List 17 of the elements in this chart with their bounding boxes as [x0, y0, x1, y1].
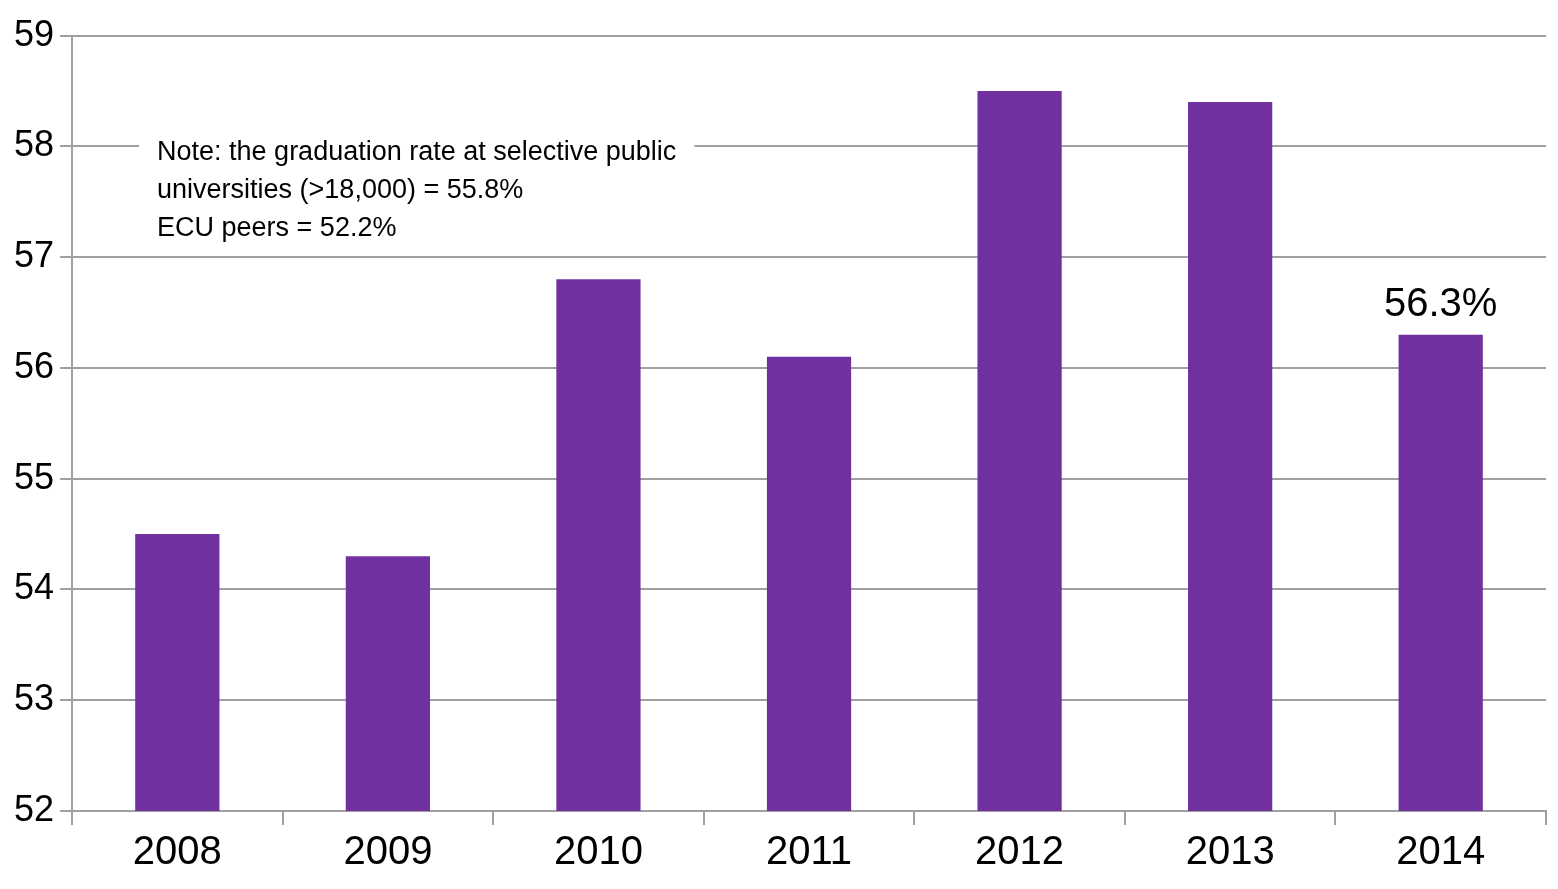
- y-tick-label: 57: [14, 234, 55, 276]
- x-tick-label: 2011: [766, 828, 853, 873]
- y-tick-label: 52: [14, 787, 55, 829]
- y-tick-label: 55: [14, 455, 55, 497]
- data-label: 56.3%: [1384, 279, 1498, 324]
- y-tick-label: 58: [14, 123, 55, 165]
- annotation: Note: the graduation rate at selective public universities (>18,000) = 55.8% ECU peers = 52.2%: [157, 136, 677, 243]
- x-tick-label: 2009: [343, 828, 433, 873]
- x-tick-label: 2014: [1396, 828, 1486, 873]
- x-tick-label: 2010: [553, 828, 643, 873]
- y-tick-label: 56: [14, 344, 55, 386]
- x-tick-label: 2013: [1185, 828, 1275, 873]
- y-tick-label: 54: [14, 566, 55, 608]
- y-tick-label: 53: [14, 677, 55, 719]
- y-tick-label: 59: [14, 12, 55, 54]
- x-tick-label: 2012: [975, 828, 1065, 873]
- x-tick-label: 2008: [132, 828, 222, 873]
